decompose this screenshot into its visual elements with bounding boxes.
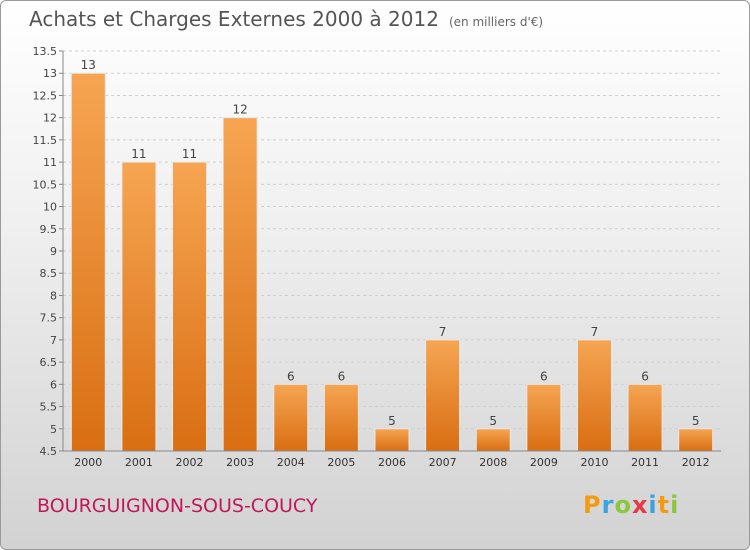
y-tick-label: 9 (50, 245, 57, 258)
chart-title: Achats et Charges Externes 2000 à 2012 (e… (29, 7, 543, 31)
logo-letter: i (670, 491, 680, 519)
bar (526, 383, 562, 452)
bar (576, 339, 612, 452)
logo-letter: r (601, 491, 615, 519)
data-label: 11 (182, 147, 197, 161)
commune-name: BOURGUIGNON-SOUS-COUCY (37, 495, 318, 517)
logo-letter: P (583, 491, 602, 519)
y-tick-label: 9.5 (40, 223, 58, 236)
bar (222, 117, 258, 452)
bar (627, 383, 663, 452)
data-label: 5 (489, 414, 497, 428)
bar (425, 339, 461, 452)
x-tick-label: 2007 (429, 456, 457, 469)
data-label: 6 (540, 369, 548, 383)
bar (121, 161, 157, 452)
data-label: 11 (131, 147, 146, 161)
data-label: 7 (439, 325, 447, 339)
y-tick-label: 5.5 (40, 401, 58, 414)
y-tick-label: 10.5 (33, 178, 58, 191)
x-tick-label: 2009 (530, 456, 558, 469)
y-tick-label: 12.5 (33, 89, 58, 102)
logo-letter: t (657, 491, 671, 519)
x-axis: 2000 2001 2002 2003 2004 2005 2006 2007 2008 2009… (63, 450, 721, 469)
y-tick-label: 12 (43, 112, 57, 125)
bars: 13 11 11 12 6 6 5 7 5 6 7 6 5 (70, 58, 714, 452)
x-tick-label: 2005 (327, 456, 355, 469)
x-tick-label: 2004 (277, 456, 305, 469)
logo-letter: x (631, 491, 649, 519)
y-tick-label: 7 (50, 334, 57, 347)
x-tick-label: 2000 (74, 456, 102, 469)
data-label: 12 (233, 103, 248, 117)
bar (273, 383, 309, 452)
data-label: 5 (692, 414, 700, 428)
y-tick-label: 6 (50, 378, 57, 391)
data-label: 6 (338, 369, 346, 383)
y-tick-label: 8 (50, 289, 57, 302)
y-tick-label: 11.5 (33, 134, 58, 147)
logo-letter: i (648, 491, 658, 519)
data-label: 7 (591, 325, 599, 339)
x-tick-label: 2010 (580, 456, 608, 469)
chart-unit: (en milliers d'€) (448, 15, 544, 29)
bar (475, 428, 511, 452)
y-tick-label: 11 (43, 156, 57, 169)
y-tick-label: 10 (43, 201, 57, 214)
logo-letter: o (614, 491, 632, 519)
y-axis: 4.5 5 5.5 6 6.5 7 7.5 8 8.5 9 9.5 10 10.5 11 11.5 12 12.… (33, 45, 64, 458)
x-tick-label: 2003 (226, 456, 254, 469)
y-tick-label: 6.5 (40, 356, 58, 369)
x-tick-label: 2008 (479, 456, 507, 469)
y-tick-label: 4.5 (40, 445, 58, 458)
data-label: 6 (641, 369, 649, 383)
chart-title-text: Achats et Charges Externes 2000 à 2012 (29, 7, 439, 31)
grid-lines (63, 50, 721, 452)
proxiti-logo: Proxiti (583, 491, 679, 519)
y-tick-label: 8.5 (40, 267, 58, 280)
bar (374, 428, 410, 452)
x-tick-label: 2012 (682, 456, 710, 469)
bar (172, 161, 208, 452)
y-tick-label: 7.5 (40, 312, 58, 325)
bar (678, 428, 714, 452)
x-tick-label: 2002 (176, 456, 204, 469)
y-tick-label: 5 (50, 423, 57, 436)
y-tick-label: 13 (43, 67, 57, 80)
data-label: 5 (388, 414, 396, 428)
bar (323, 383, 359, 452)
bar (70, 72, 106, 452)
x-tick-label: 2011 (631, 456, 659, 469)
y-tick-label: 13.5 (33, 45, 58, 58)
data-label: 13 (81, 58, 96, 72)
data-label: 6 (287, 369, 295, 383)
x-tick-label: 2001 (125, 456, 153, 469)
x-tick-label: 2006 (378, 456, 406, 469)
